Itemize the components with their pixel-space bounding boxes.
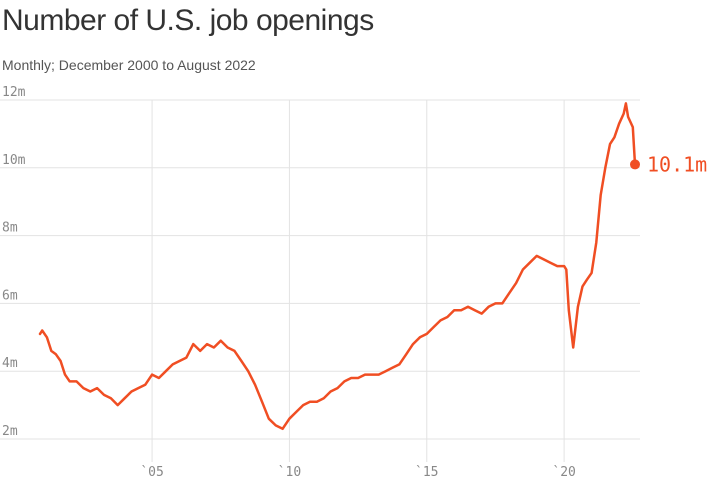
x-tick-label: `15 — [415, 465, 438, 480]
y-tick-label: 2m — [2, 424, 18, 439]
end-value-label: 10.1m — [647, 152, 707, 176]
x-tick-label: `10 — [278, 465, 301, 480]
series-line-job-openings — [38, 102, 637, 431]
x-tick-label: `05 — [140, 465, 163, 480]
y-axis: 2m 4m 6m 8m 10m 12m — [2, 85, 26, 439]
x-axis: `05 `10 `15 `20 — [140, 465, 576, 480]
x-tick-label: `20 — [552, 465, 575, 480]
chart-subtitle: Monthly; December 2000 to August 2022 — [2, 57, 256, 73]
y-tick-label: 10m — [2, 153, 26, 168]
chart-title: Number of U.S. job openings — [2, 4, 374, 37]
y-tick-label: 12m — [2, 85, 26, 100]
y-tick-label: 6m — [2, 288, 18, 303]
y-tick-label: 8m — [2, 221, 18, 236]
gridlines — [0, 99, 640, 462]
y-tick-label: 4m — [2, 356, 18, 371]
end-point-marker — [630, 159, 640, 170]
